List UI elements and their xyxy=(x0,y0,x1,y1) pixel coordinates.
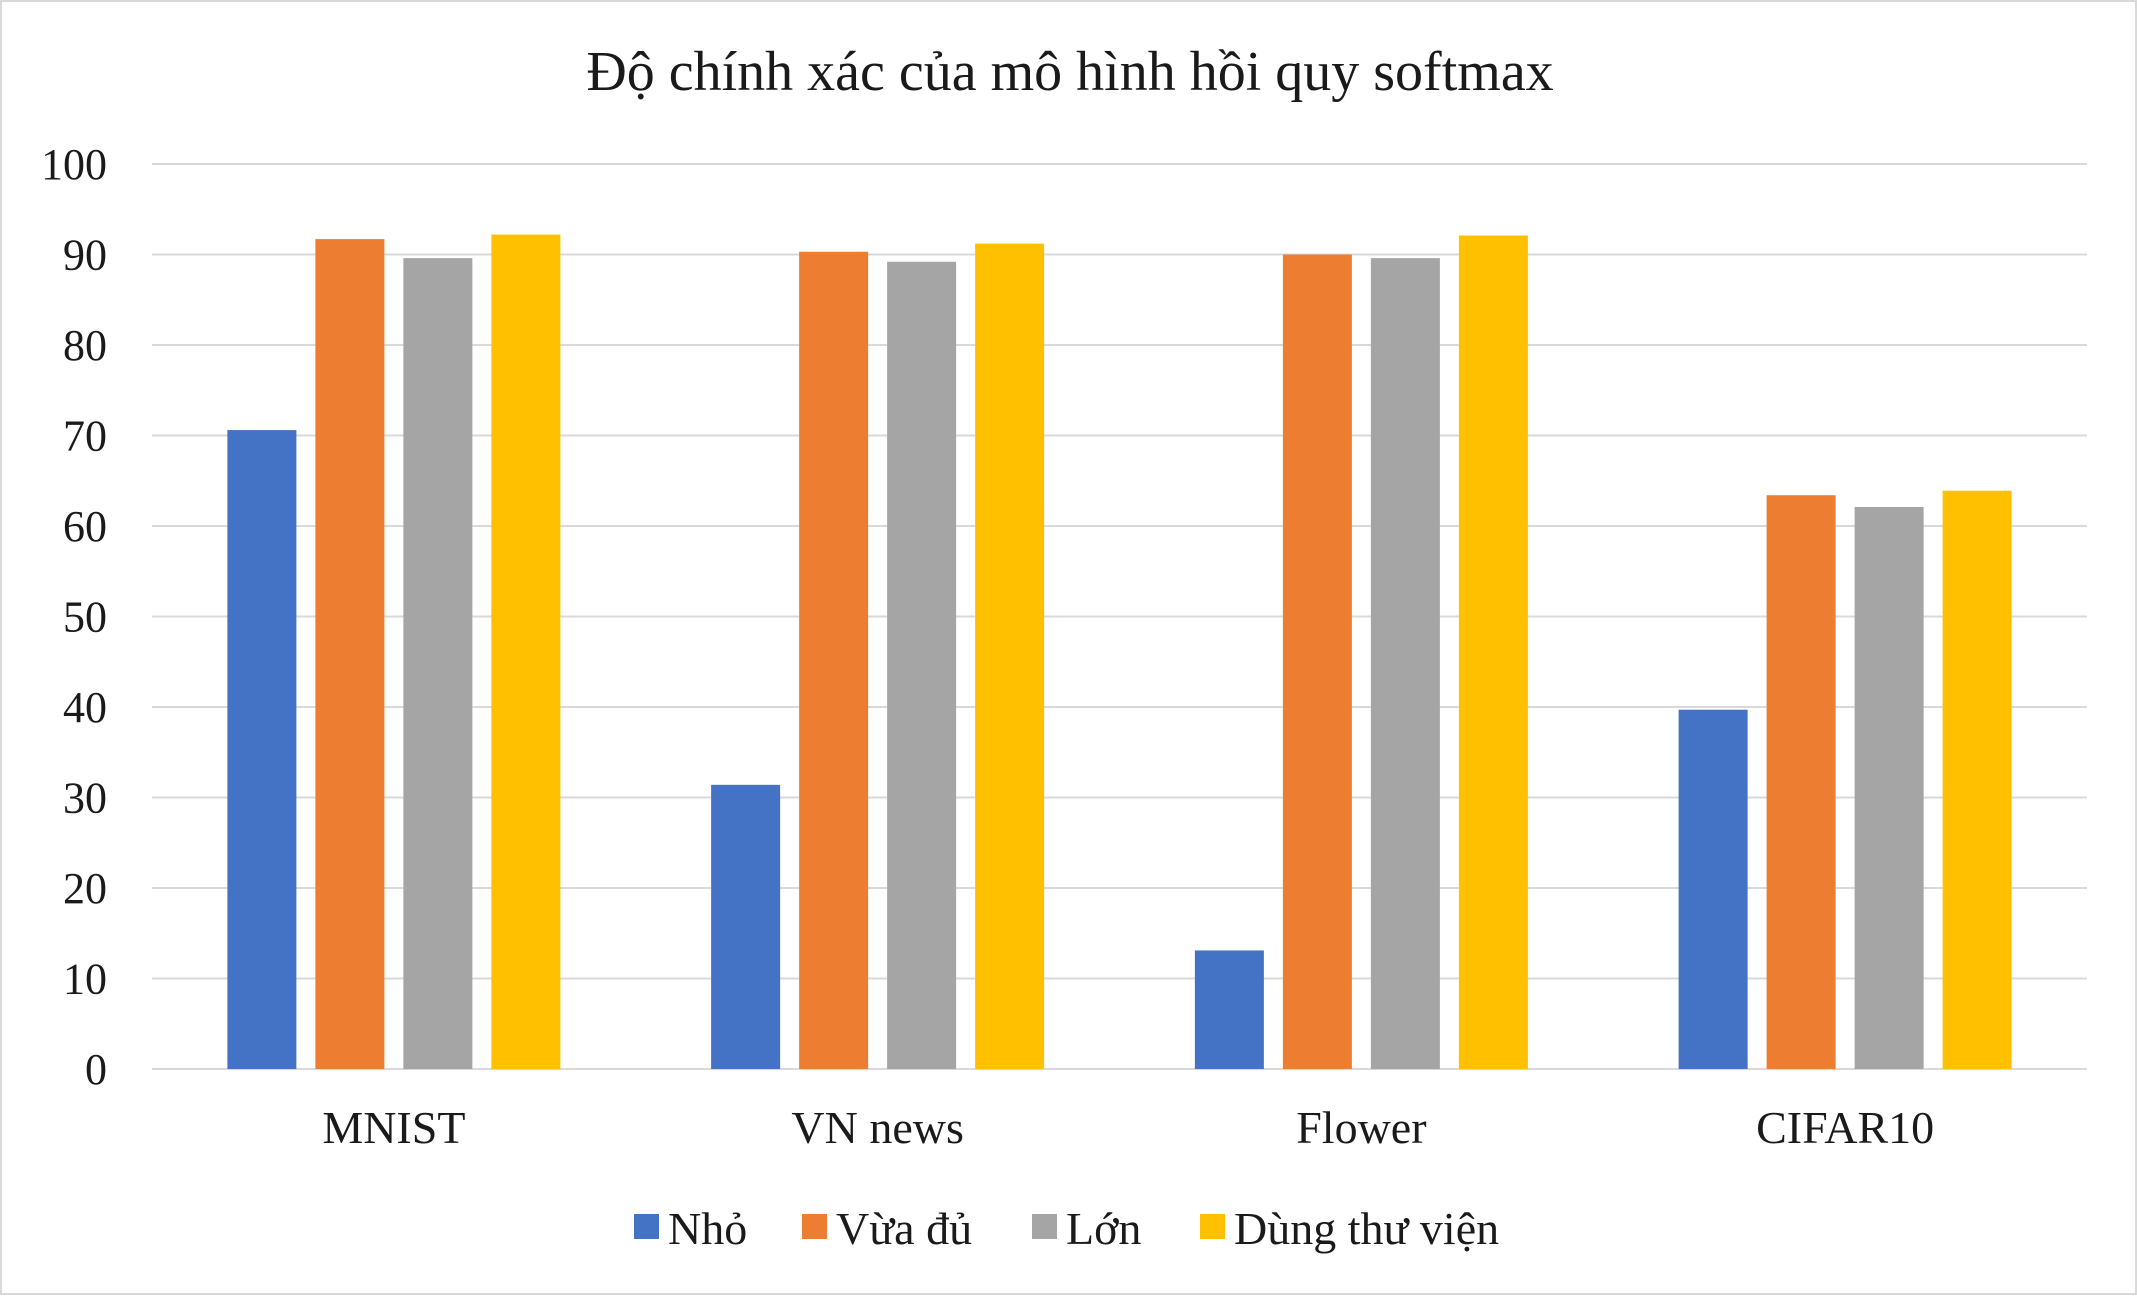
bar-cifar10-series-2 xyxy=(1854,506,1924,1069)
bar-flower-series-1 xyxy=(1282,254,1352,1069)
legend-label: Nhỏ xyxy=(668,1203,747,1254)
y-axis-ticks: 0 10 20 30 40 50 60 70 80 90 100 xyxy=(41,140,107,1094)
y-tick-label: 50 xyxy=(63,593,107,642)
bar-cifar10-series-0 xyxy=(1678,709,1748,1069)
bar-vn-news-series-0 xyxy=(711,784,781,1069)
legend-label: Vừa đủ xyxy=(836,1203,972,1254)
legend: Nhỏ Vừa đủ Lớn Dùng thư viện xyxy=(634,1203,1499,1254)
y-tick-label: 30 xyxy=(63,774,107,823)
chart-title: Độ chính xác của mô hình hồi quy softmax xyxy=(586,41,1553,103)
bar-mnist-series-0 xyxy=(227,430,297,1069)
legend-swatch xyxy=(634,1214,659,1239)
bar-vn-news-series-1 xyxy=(799,251,869,1069)
y-tick-label: 0 xyxy=(85,1045,107,1094)
legend-label: Dùng thư viện xyxy=(1234,1203,1499,1254)
y-tick-label: 90 xyxy=(63,231,107,280)
x-category-label: MNIST xyxy=(322,1102,465,1153)
gridlines xyxy=(152,163,2087,1070)
bars xyxy=(227,234,2012,1070)
x-category-label: VN news xyxy=(791,1102,963,1153)
bar-flower-series-2 xyxy=(1370,258,1440,1069)
bar-flower-series-0 xyxy=(1194,950,1264,1069)
bar-vn-news-series-3 xyxy=(975,243,1045,1069)
bar-mnist-series-1 xyxy=(315,239,385,1070)
x-category-label: CIFAR10 xyxy=(1756,1102,1934,1153)
y-tick-label: 10 xyxy=(63,955,107,1004)
bar-flower-series-3 xyxy=(1458,235,1528,1069)
y-tick-label: 80 xyxy=(63,321,107,370)
y-tick-label: 60 xyxy=(63,502,107,551)
y-tick-label: 70 xyxy=(63,412,107,461)
legend-swatch xyxy=(1032,1214,1057,1239)
y-tick-label: 100 xyxy=(41,140,107,189)
bar-mnist-series-3 xyxy=(491,234,561,1070)
legend-swatch xyxy=(802,1214,827,1239)
x-category-label: Flower xyxy=(1296,1102,1426,1153)
legend-swatch xyxy=(1200,1214,1225,1239)
x-axis-categories: MNIST VN news Flower CIFAR10 xyxy=(322,1102,1934,1153)
bar-cifar10-series-3 xyxy=(1942,490,2012,1070)
bar-vn-news-series-2 xyxy=(887,261,957,1069)
bar-mnist-series-2 xyxy=(403,258,473,1069)
legend-label: Lớn xyxy=(1066,1203,1141,1254)
bar-cifar10-series-1 xyxy=(1766,495,1836,1070)
y-tick-label: 40 xyxy=(63,683,107,732)
y-tick-label: 20 xyxy=(63,864,107,913)
